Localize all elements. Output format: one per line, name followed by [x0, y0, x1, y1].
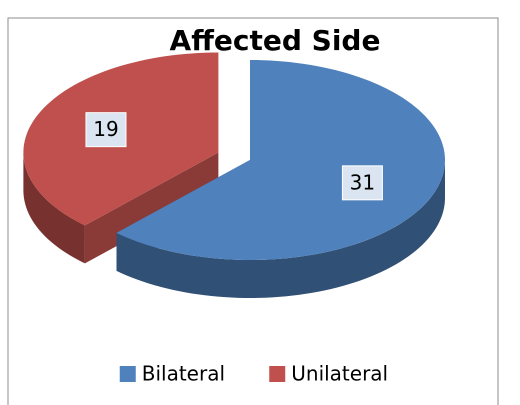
legend-label: Unilateral	[291, 362, 388, 386]
pie-slice	[116, 60, 445, 260]
value-label: 19	[93, 117, 118, 141]
chart-title: Affected Side	[170, 24, 381, 57]
value-label-box	[85, 112, 127, 148]
legend-label: Bilateral	[142, 362, 225, 386]
slice-side-wall	[23, 152, 85, 264]
value-label: 31	[350, 170, 375, 194]
legend-swatch	[269, 366, 286, 382]
value-label-box	[341, 165, 383, 201]
pie-slice-group: 31	[116, 60, 445, 298]
legend-swatch	[119, 366, 136, 382]
pie-slice-group: 19	[23, 52, 219, 264]
slice-side-wall	[116, 160, 445, 298]
